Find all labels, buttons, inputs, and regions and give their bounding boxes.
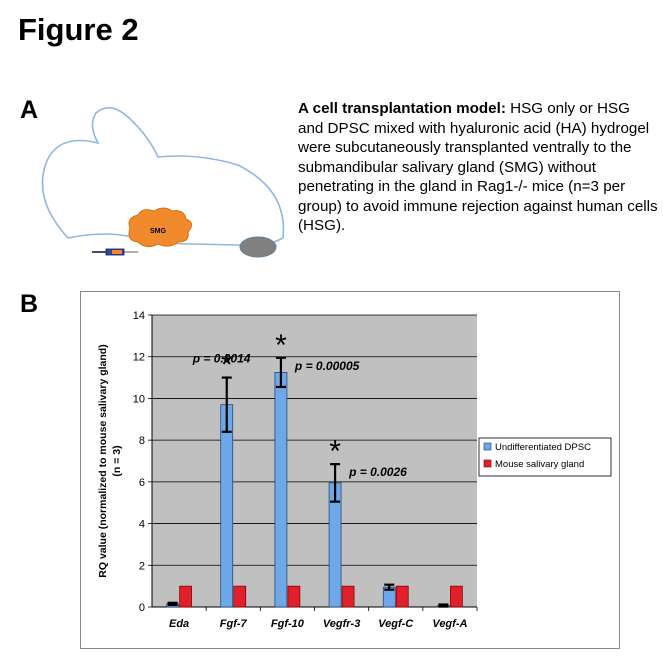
significance-star: * [221,349,233,382]
smg-gland [128,207,192,248]
panel-b-label: B [20,290,39,318]
bar-mouse-salivary-gland [395,585,409,608]
y-tick-label: 0 [139,602,145,614]
y-tick-label: 14 [133,310,145,322]
y-tick-label: 10 [133,393,145,405]
y-tick-label: 2 [139,560,145,572]
legend-label: Mouse salivary gland [495,459,584,470]
mouse-illustration: SMG [41,107,285,258]
chart-frame: 0 2 4 6 8 10 12 14 RQ value (normalized to mouse… [80,291,620,649]
bar-mouse-salivary-gland [233,585,247,608]
panel-a-description: A cell transplantation model: HSG only o… [298,99,658,236]
bar-mouse-salivary-gland [450,585,463,608]
bar-undifferentiated-dpsc [274,372,288,608]
significance-star: * [275,329,287,362]
y-tick-label: 8 [139,435,145,447]
y-axis-label-line: RQ value (normalized to mouse salivary g… [97,344,109,577]
x-tick-label: Vegf-A [432,618,467,630]
p-value-label: p = 0.0026 [348,465,407,479]
bar-mouse-salivary-gland [179,585,192,608]
figure-title: Figure 2 [18,12,139,47]
legend-swatch [483,459,492,468]
legend-label: Undifferentiated DPSC [495,442,591,453]
smg-label: SMG [150,228,167,235]
p-value-label: p = 0.0014 [192,352,251,366]
bar-chart: 0 2 4 6 8 10 12 14 RQ value (normalized to mouse… [97,310,612,630]
x-tick-label: Vegf-C [378,618,414,630]
bar-undifferentiated-dpsc [220,404,234,608]
y-axis-label: RQ value (normalized to mouse salivary g… [97,344,123,577]
syringe-icon [92,248,138,256]
x-tick-label: Fgf-7 [220,618,248,630]
x-tick-label: Fgf-10 [271,618,305,630]
lymph-node [239,236,277,258]
x-tick-label: Vegfr-3 [323,618,361,630]
y-tick-label: 4 [139,519,145,531]
x-tick-label: Eda [169,618,189,630]
bar-mouse-salivary-gland [341,585,355,608]
p-value-label: p = 0.00005 [294,359,360,373]
significance-star: * [329,435,341,468]
y-tick-label: 6 [139,477,145,489]
legend-box [478,437,612,477]
y-tick-label: 12 [133,352,145,364]
panel-a-label: A [20,96,39,124]
legend-swatch [483,442,492,451]
bar-mouse-salivary-gland [287,585,301,608]
description-heading: A cell transplantation model: [298,100,506,117]
y-axis-label-line: (n = 3) [111,445,123,476]
description-body: HSG only or HSG and DPSC mixed with hyal… [298,100,658,234]
plot-area [152,315,477,607]
